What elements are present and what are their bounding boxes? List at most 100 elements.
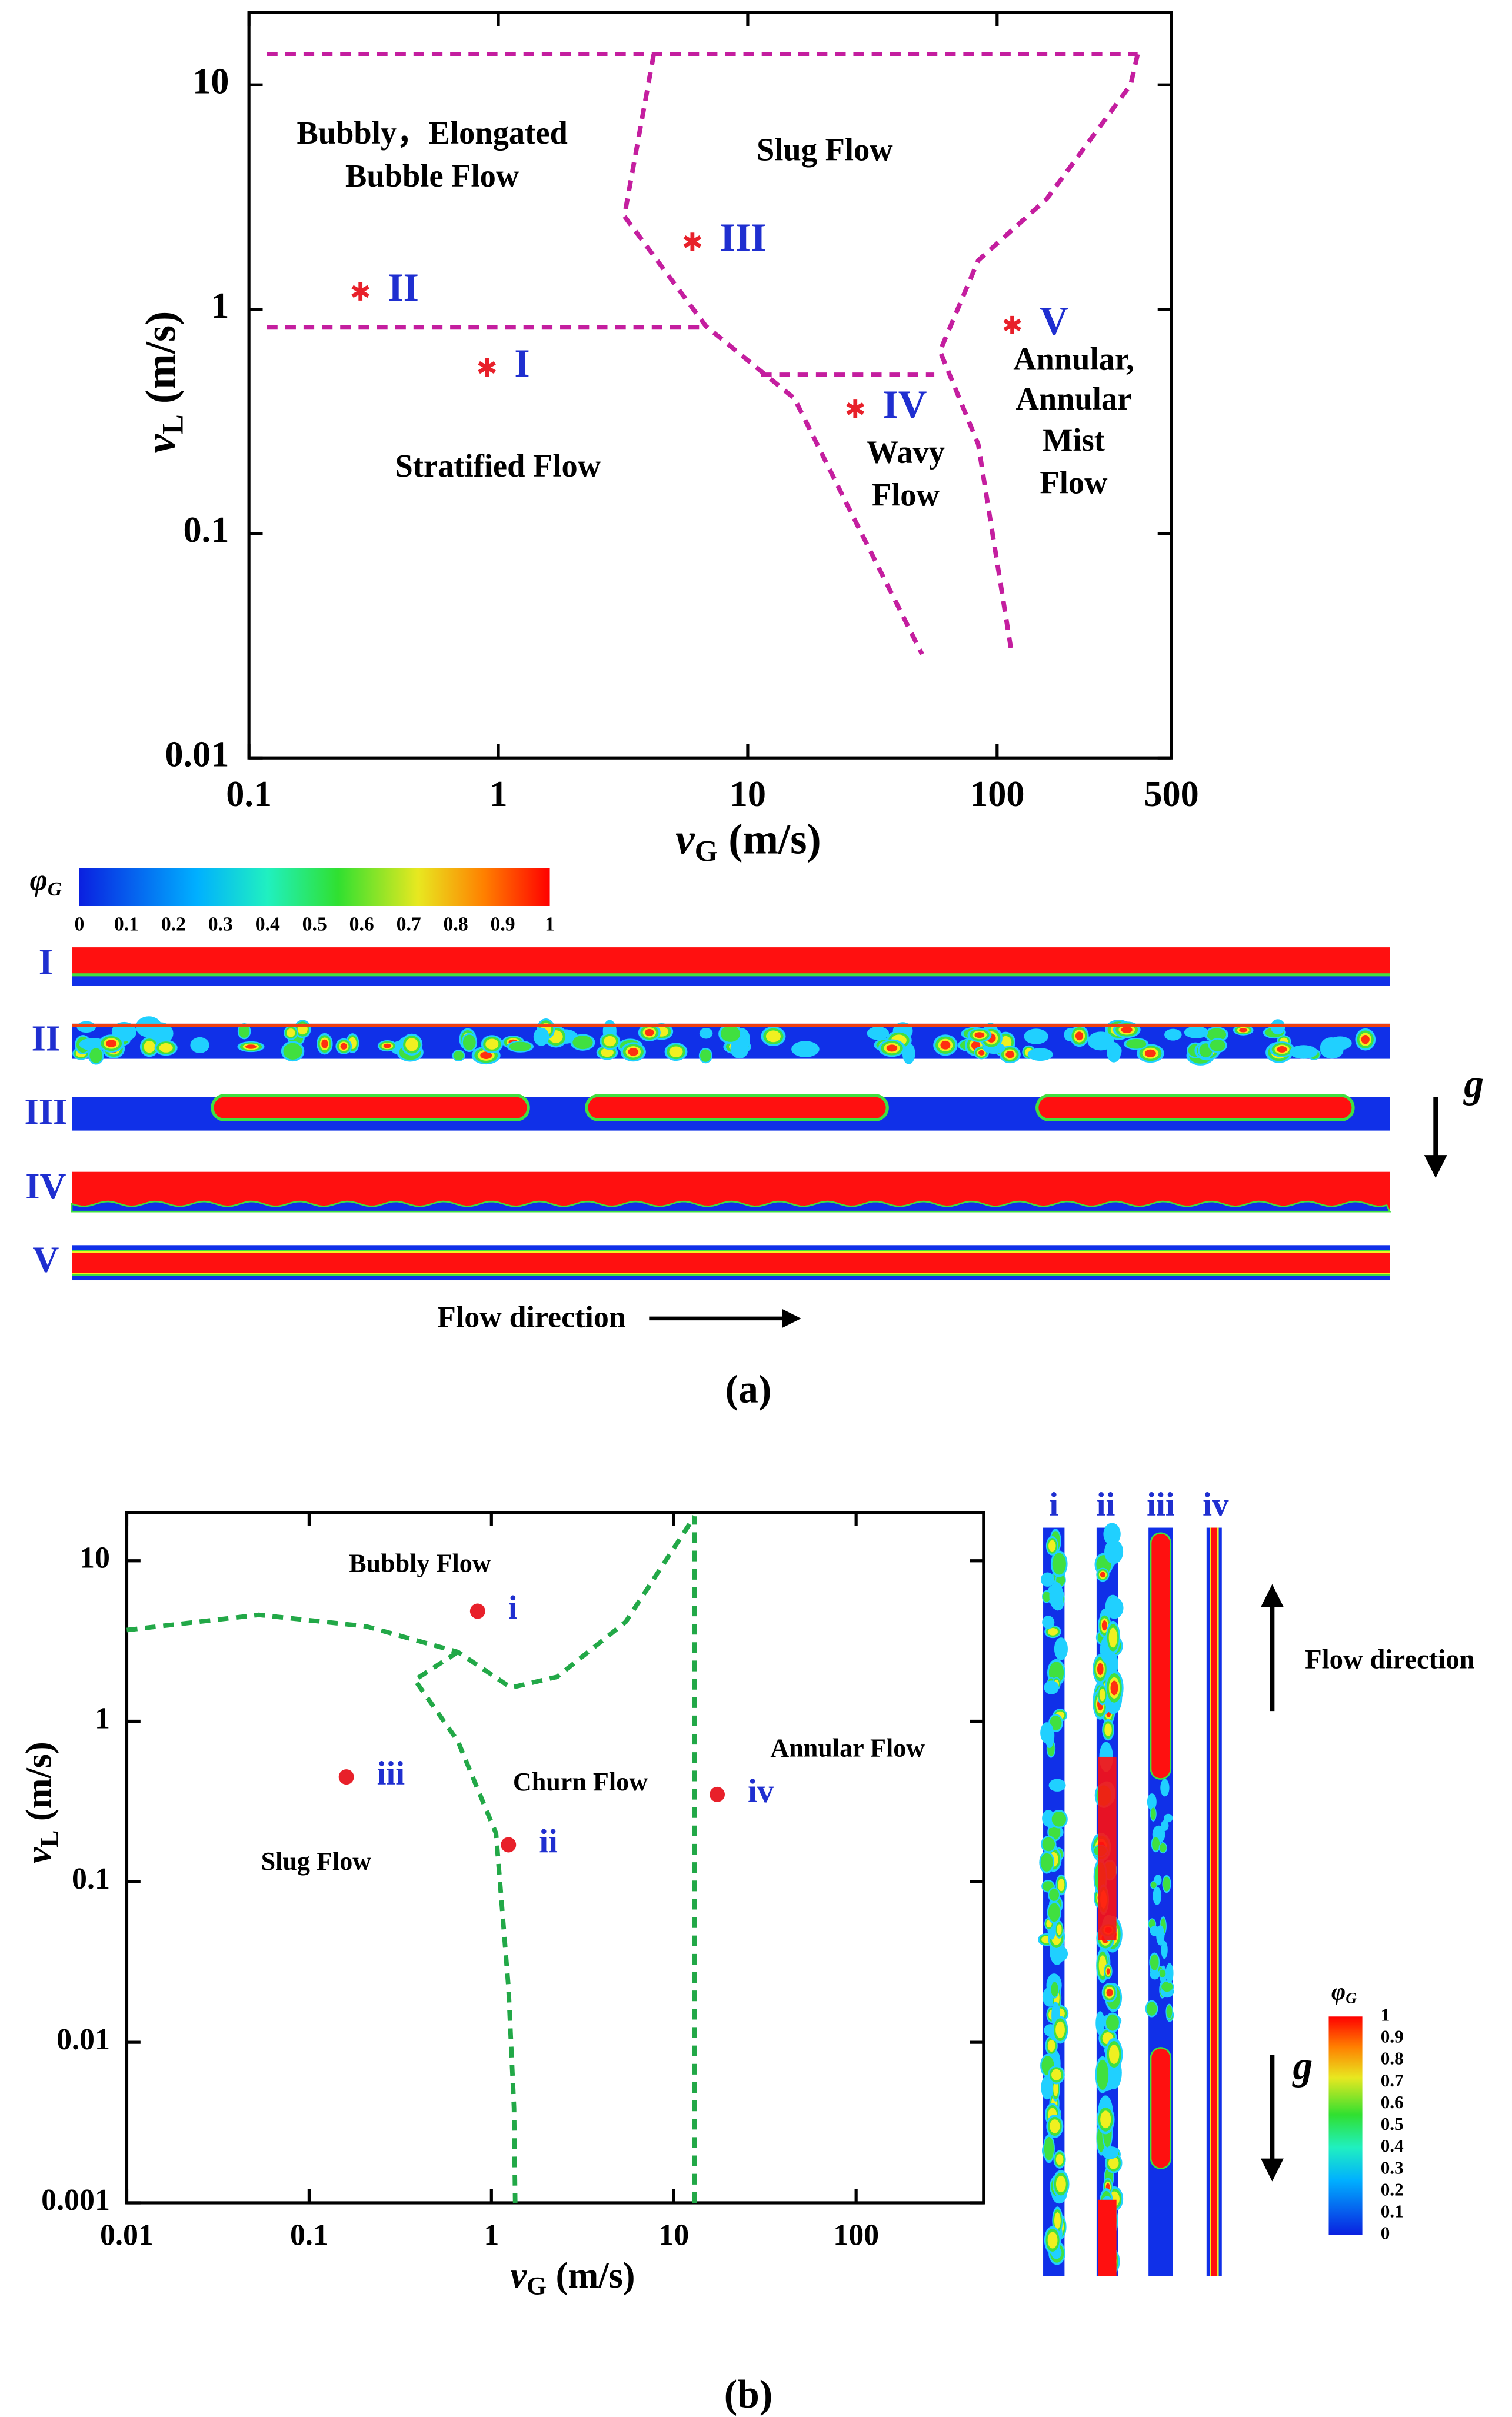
phase-blob [886,1044,898,1052]
phase-blob [1105,1597,1124,1619]
regime-label: Slug Flow [757,132,893,168]
x-tick-label: 0.1 [226,774,272,814]
regime-boundary [126,1515,697,1690]
phase-blob [1099,1689,1105,1702]
point-label: iv [748,1773,774,1810]
regime-label: Mist [1043,422,1105,458]
phase-blob [699,1028,713,1039]
phase-blob [1048,1779,1066,1792]
phase-blob [1150,1807,1156,1820]
phase-blob [1152,1837,1160,1851]
phase-blob [1105,2014,1119,2031]
tube-liquid [72,976,1390,986]
phase-blob [485,1038,499,1050]
point-label: iii [377,1755,405,1792]
y-tick-label: 0.01 [165,734,229,774]
x-tick-label: 10 [730,774,766,814]
colorbar-tick-label: 0.8 [444,913,468,935]
colorbar-tick-label: 0.4 [1381,2135,1404,2156]
regime-label: Flow [1040,465,1108,501]
tube-label: V [32,1240,59,1280]
phase-blob [1087,1031,1114,1051]
axis-label: vG (m/s) [510,2255,635,2300]
x-tick-label: 10 [658,2219,689,2252]
axis-subscript: G [527,2272,547,2300]
phase-blob [1104,1723,1112,1736]
phase-blob [135,1016,162,1038]
tube-label: ii [1097,1486,1115,1523]
phase-blob [1050,1716,1062,1731]
phase-blob [287,1028,295,1037]
colorbar-tick-label: 0.4 [255,913,280,935]
gas-slug [588,1097,886,1118]
phase-blob [1058,1879,1065,1892]
phase-blob [1150,1954,1159,1970]
phase-blob [765,1030,781,1043]
axis-unit: (m/s) [547,2255,635,2296]
colorbar-tick-label: 0.2 [161,913,186,935]
phase-blob [974,1032,985,1038]
phase-blob [1044,2136,1054,2160]
gravity-label: g [1291,2044,1313,2088]
axis-unit: (m/s) [19,1742,59,1830]
tube-label: II [32,1018,60,1058]
colorbar [79,868,550,906]
phase-blob [1051,1982,1058,1997]
phase-blob [1104,1539,1124,1564]
regime-label: Wavy [867,434,945,470]
phase-blob [1100,2110,1111,2129]
phase-blob [509,1041,531,1051]
x-tick-label: 100 [970,774,1024,814]
colorbar-tick-label: 0 [1381,2223,1390,2243]
phase-blob [238,1024,250,1038]
phase-blob [106,1040,117,1047]
colorbar-tick-label: 0.3 [208,913,233,935]
phase-blob [1051,2069,1061,2080]
phase-blob [405,1038,418,1051]
phase-blob [1048,1540,1056,1552]
regime-boundary [937,54,1140,651]
y-tick-label: 0.01 [56,2023,110,2056]
phase-blob [1103,1523,1121,1546]
colorbar-tick-label: 0 [75,913,85,935]
regime-label: Flow [872,477,940,512]
phase-blob [1108,1044,1122,1058]
phase-blob [1239,1028,1248,1033]
phase-blob [1041,1572,1055,1587]
axis-label: vL (m/s) [19,1742,64,1863]
phase-blob [1207,1028,1227,1041]
phase-blob [1320,1037,1343,1058]
phase-blob [480,1051,492,1059]
phase-blob [1100,1572,1105,1578]
point [351,282,369,301]
y-tick-label: 1 [95,1702,110,1735]
regime-label: Churn Flow [513,1767,648,1796]
tube-liquid [72,973,1390,977]
tube-label: I [39,942,53,983]
phase-blob [1161,1820,1169,1832]
phase-blob [978,1050,985,1056]
phase-blob [1121,1026,1133,1033]
phase-blob [1361,1035,1370,1044]
panel-label: (b) [724,2372,772,2416]
colorbar-tick-label: 0.5 [302,913,327,935]
phase-blob [1161,1940,1168,1959]
colorbar-tick-label: 0.9 [491,913,515,935]
colorbar-tick-label: 1 [545,913,555,935]
phase-blob [1052,1553,1066,1575]
phase-blob [1150,1969,1160,1980]
phase-blob [321,1039,328,1048]
phase-blob [1053,2080,1058,2096]
plot-frame [247,11,1173,760]
phase-blob [1055,2154,1064,2165]
phase-blob [462,1034,476,1051]
phase-blob [1110,1680,1118,1696]
phase-blob [159,1043,173,1053]
tube-label: i [1049,1486,1058,1523]
gas-slug [1098,2199,1117,2276]
axis-unit: (m/s) [718,815,821,863]
phase-blob [1166,2005,1173,2019]
phase-blob [1055,2176,1066,2193]
phase-blob [1075,1031,1084,1041]
